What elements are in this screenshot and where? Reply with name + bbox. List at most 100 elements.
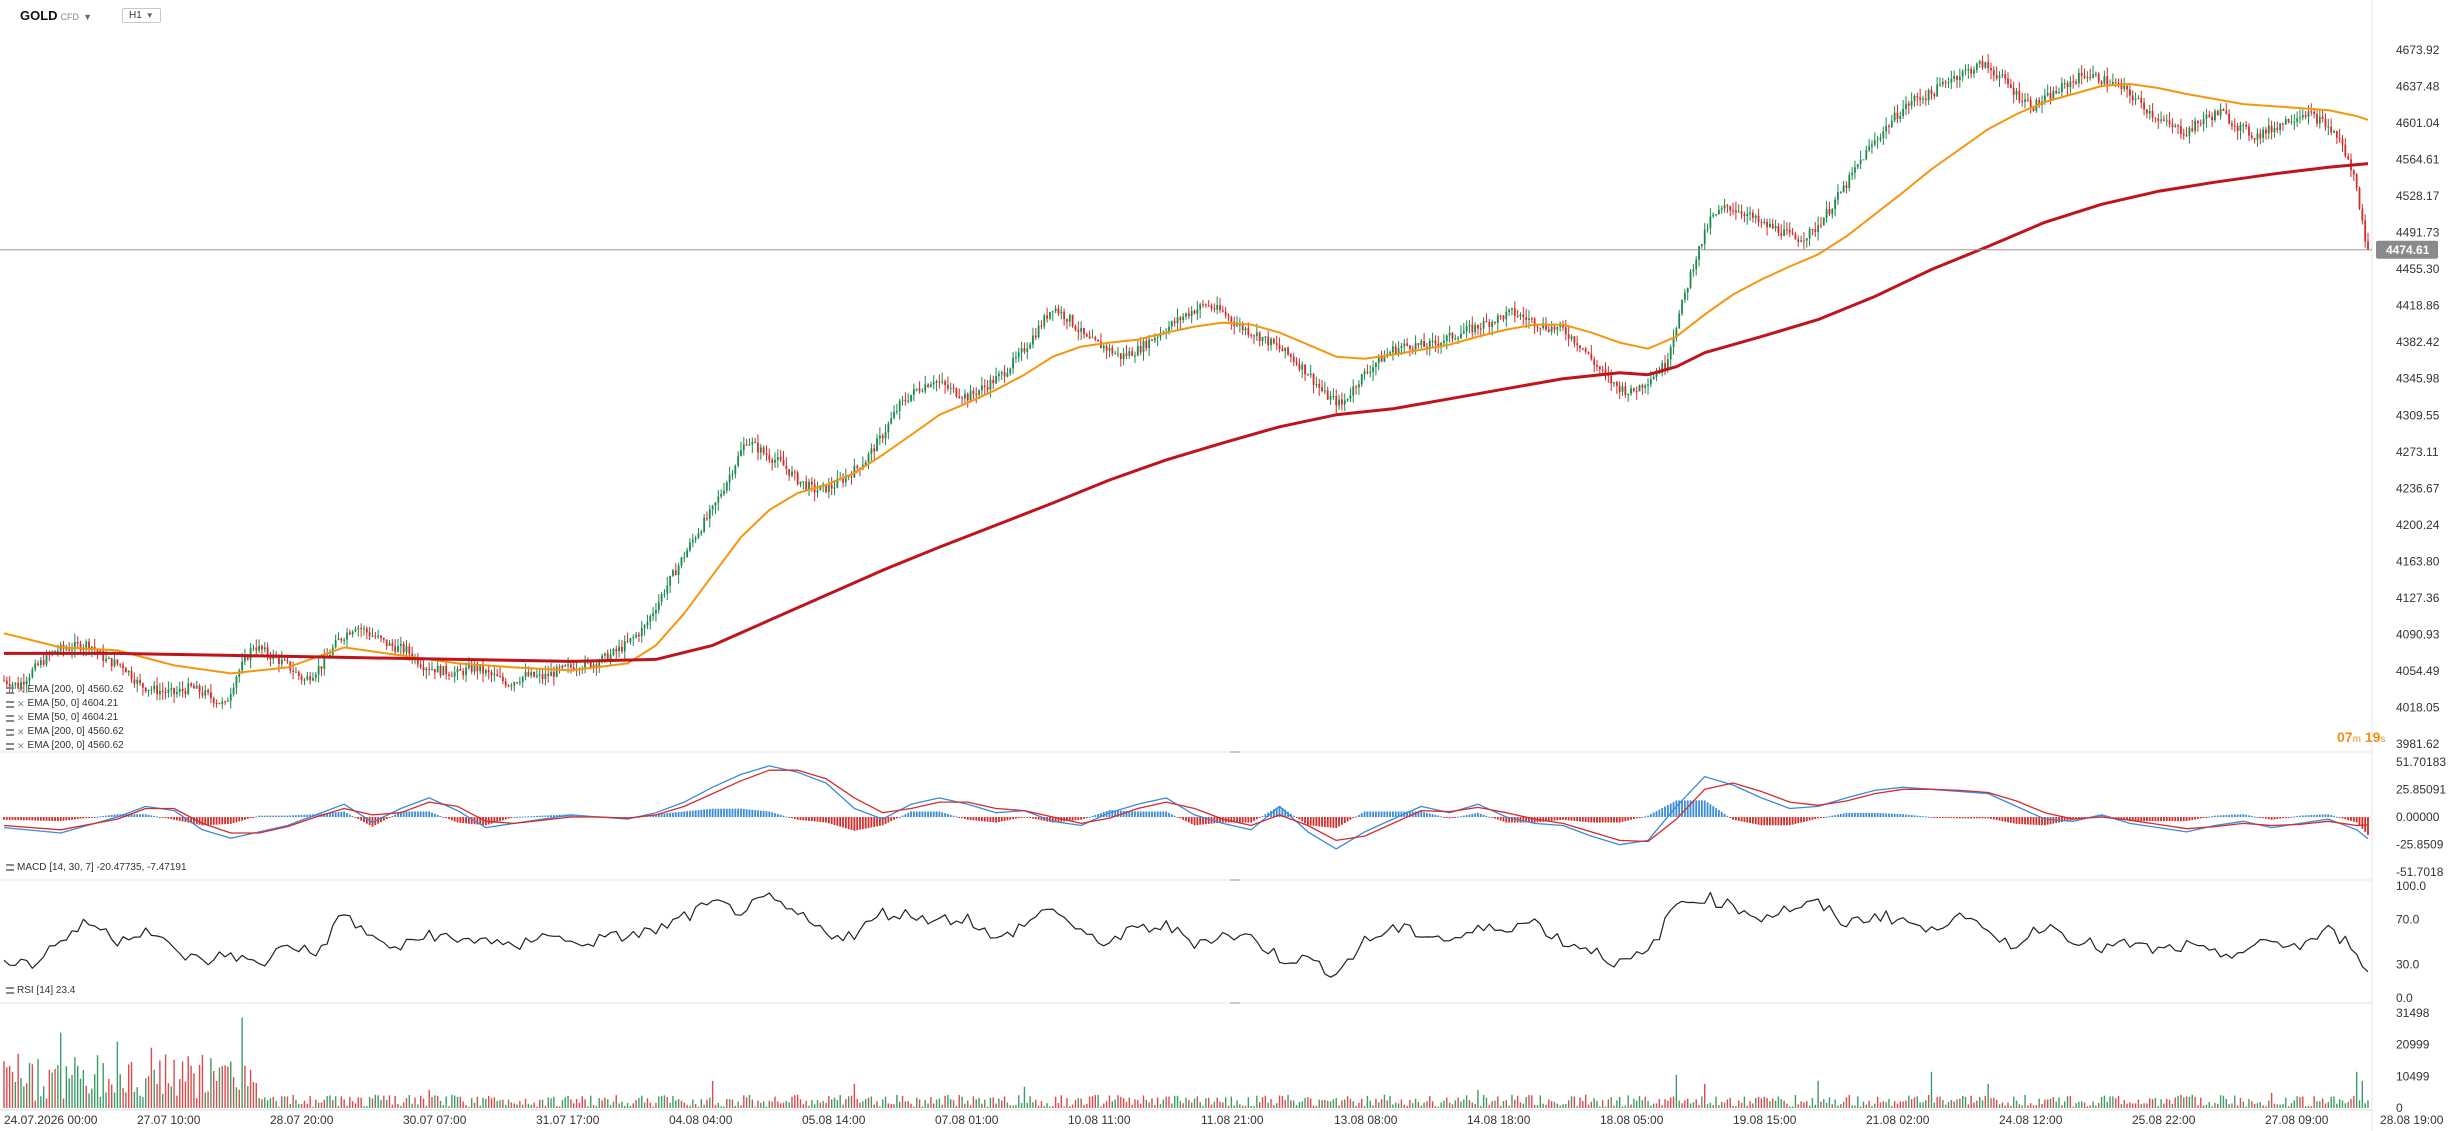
macd-hist-bar bbox=[295, 815, 297, 817]
candle-body bbox=[1567, 334, 1570, 339]
indicator-row[interactable]: ✕ EMA [50, 0] 4604.21 bbox=[6, 711, 124, 725]
candle-body bbox=[1885, 125, 1888, 132]
macd-hist-bar bbox=[1542, 817, 1545, 822]
macd-hist-bar bbox=[1258, 817, 1261, 818]
candle-body bbox=[867, 453, 870, 462]
candle-body bbox=[1519, 314, 1522, 317]
timeframe-selector[interactable]: H1 ▼ bbox=[122, 8, 161, 23]
close-icon[interactable]: ✕ bbox=[17, 699, 25, 709]
macd-hist-bar bbox=[964, 817, 966, 819]
volume-bar bbox=[1576, 1106, 1578, 1108]
macd-hist-bar bbox=[408, 811, 411, 817]
candle-body bbox=[1717, 209, 1720, 214]
volume-bar bbox=[1910, 1099, 1913, 1108]
volume-bar bbox=[1403, 1104, 1405, 1108]
macd-hist-bar bbox=[266, 815, 269, 817]
volume-bar bbox=[2333, 1096, 2335, 1108]
macd-hist-bar bbox=[343, 811, 346, 817]
candle-body bbox=[2208, 114, 2211, 117]
candle-body bbox=[1420, 340, 1423, 345]
volume-bar bbox=[1071, 1104, 1074, 1108]
menu-icon[interactable] bbox=[6, 987, 14, 994]
macd-hist-bar bbox=[1766, 817, 1768, 826]
candle-body bbox=[8, 684, 11, 687]
candle-body bbox=[1978, 61, 1981, 64]
volume-bar bbox=[1505, 1100, 1508, 1108]
volume-bar bbox=[2251, 1101, 2253, 1108]
macd-hist-bar bbox=[805, 817, 808, 821]
menu-icon[interactable] bbox=[6, 686, 14, 694]
volume-bar bbox=[176, 1095, 178, 1108]
candle-body bbox=[1360, 374, 1363, 385]
volume-bar bbox=[1278, 1095, 1281, 1108]
close-icon[interactable]: ✕ bbox=[17, 685, 25, 695]
volume-bar bbox=[1743, 1096, 1746, 1108]
volume-bar bbox=[2086, 1106, 2089, 1108]
volume-bar bbox=[119, 1074, 121, 1108]
indicator-label: EMA [50, 0] 4604.21 bbox=[27, 698, 119, 709]
time-tick-label: 21.08 02:00 bbox=[1866, 1113, 1930, 1127]
volume-bar bbox=[553, 1096, 555, 1108]
menu-icon[interactable] bbox=[6, 742, 14, 750]
macd-hist-bar bbox=[419, 811, 422, 817]
macd-hist-bar bbox=[382, 817, 385, 821]
macd-hist-bar bbox=[1190, 817, 1193, 824]
candle-body bbox=[193, 685, 195, 689]
candle-body bbox=[595, 664, 598, 668]
symbol-selector[interactable]: GOLD CFD ▼ bbox=[20, 8, 92, 23]
menu-icon[interactable] bbox=[6, 864, 14, 871]
macd-hist-bar bbox=[346, 812, 348, 817]
macd-hist-bar bbox=[2032, 817, 2035, 825]
menu-icon[interactable] bbox=[6, 714, 14, 722]
volume-bar bbox=[1091, 1096, 1094, 1108]
candle-body bbox=[1834, 199, 1837, 210]
close-icon[interactable]: ✕ bbox=[17, 713, 25, 723]
macd-hist-bar bbox=[394, 814, 397, 817]
volume-bar bbox=[2100, 1096, 2103, 1108]
close-icon[interactable]: ✕ bbox=[17, 741, 25, 751]
indicator-row[interactable]: ✕ EMA [50, 0] 4604.21 bbox=[6, 697, 124, 711]
volume-bar bbox=[1465, 1095, 1468, 1108]
menu-icon[interactable] bbox=[6, 728, 14, 736]
candle-body bbox=[2097, 73, 2100, 82]
indicator-row[interactable]: ✕ EMA [200, 0] 4560.62 bbox=[6, 683, 124, 697]
rsi-legend[interactable]: RSI [14] 23.4 bbox=[6, 985, 75, 996]
macd-hist-bar bbox=[938, 811, 941, 817]
volume-bar bbox=[2157, 1105, 2159, 1108]
volume-bar bbox=[1151, 1098, 1153, 1108]
candle-body bbox=[1865, 150, 1868, 160]
volume-bar bbox=[609, 1105, 612, 1108]
macd-hist-bar bbox=[550, 815, 552, 817]
macd-hist-bar bbox=[666, 813, 669, 817]
candle-body bbox=[1590, 353, 1593, 360]
volume-bar bbox=[833, 1097, 836, 1108]
macd-hist-bar bbox=[1272, 809, 1275, 817]
macd-hist-bar bbox=[972, 817, 975, 821]
volume-bar bbox=[1244, 1105, 1247, 1108]
volume-bar bbox=[470, 1098, 473, 1108]
volume-bar bbox=[573, 1103, 575, 1108]
macd-hist-bar bbox=[2270, 817, 2273, 820]
indicator-row[interactable]: ✕ EMA [200, 0] 4560.62 bbox=[6, 739, 124, 753]
candle-body bbox=[779, 456, 782, 460]
candle-body bbox=[1715, 213, 1717, 215]
volume-bar bbox=[714, 1104, 717, 1108]
macd-hist-bar bbox=[1930, 817, 1933, 818]
volume-bar bbox=[887, 1103, 890, 1108]
volume-bar bbox=[2027, 1105, 2029, 1108]
macd-legend[interactable]: MACD [14, 30, 7] -20.47735, -7.47191 bbox=[6, 862, 187, 873]
volume-bar bbox=[890, 1103, 892, 1108]
volume-bar bbox=[417, 1104, 419, 1108]
candle-body bbox=[382, 638, 385, 640]
candle-body bbox=[853, 465, 856, 478]
volume-bar bbox=[2171, 1103, 2174, 1108]
menu-icon[interactable] bbox=[6, 700, 14, 708]
macd-hist-bar bbox=[1020, 817, 1023, 818]
volume-bar bbox=[1559, 1105, 1561, 1108]
close-icon[interactable]: ✕ bbox=[17, 727, 25, 737]
candle-body bbox=[740, 450, 742, 456]
indicator-row[interactable]: ✕ EMA [200, 0] 4560.62 bbox=[6, 725, 124, 739]
macd-hist-bar bbox=[1669, 803, 1672, 817]
volume-bar bbox=[590, 1095, 592, 1108]
